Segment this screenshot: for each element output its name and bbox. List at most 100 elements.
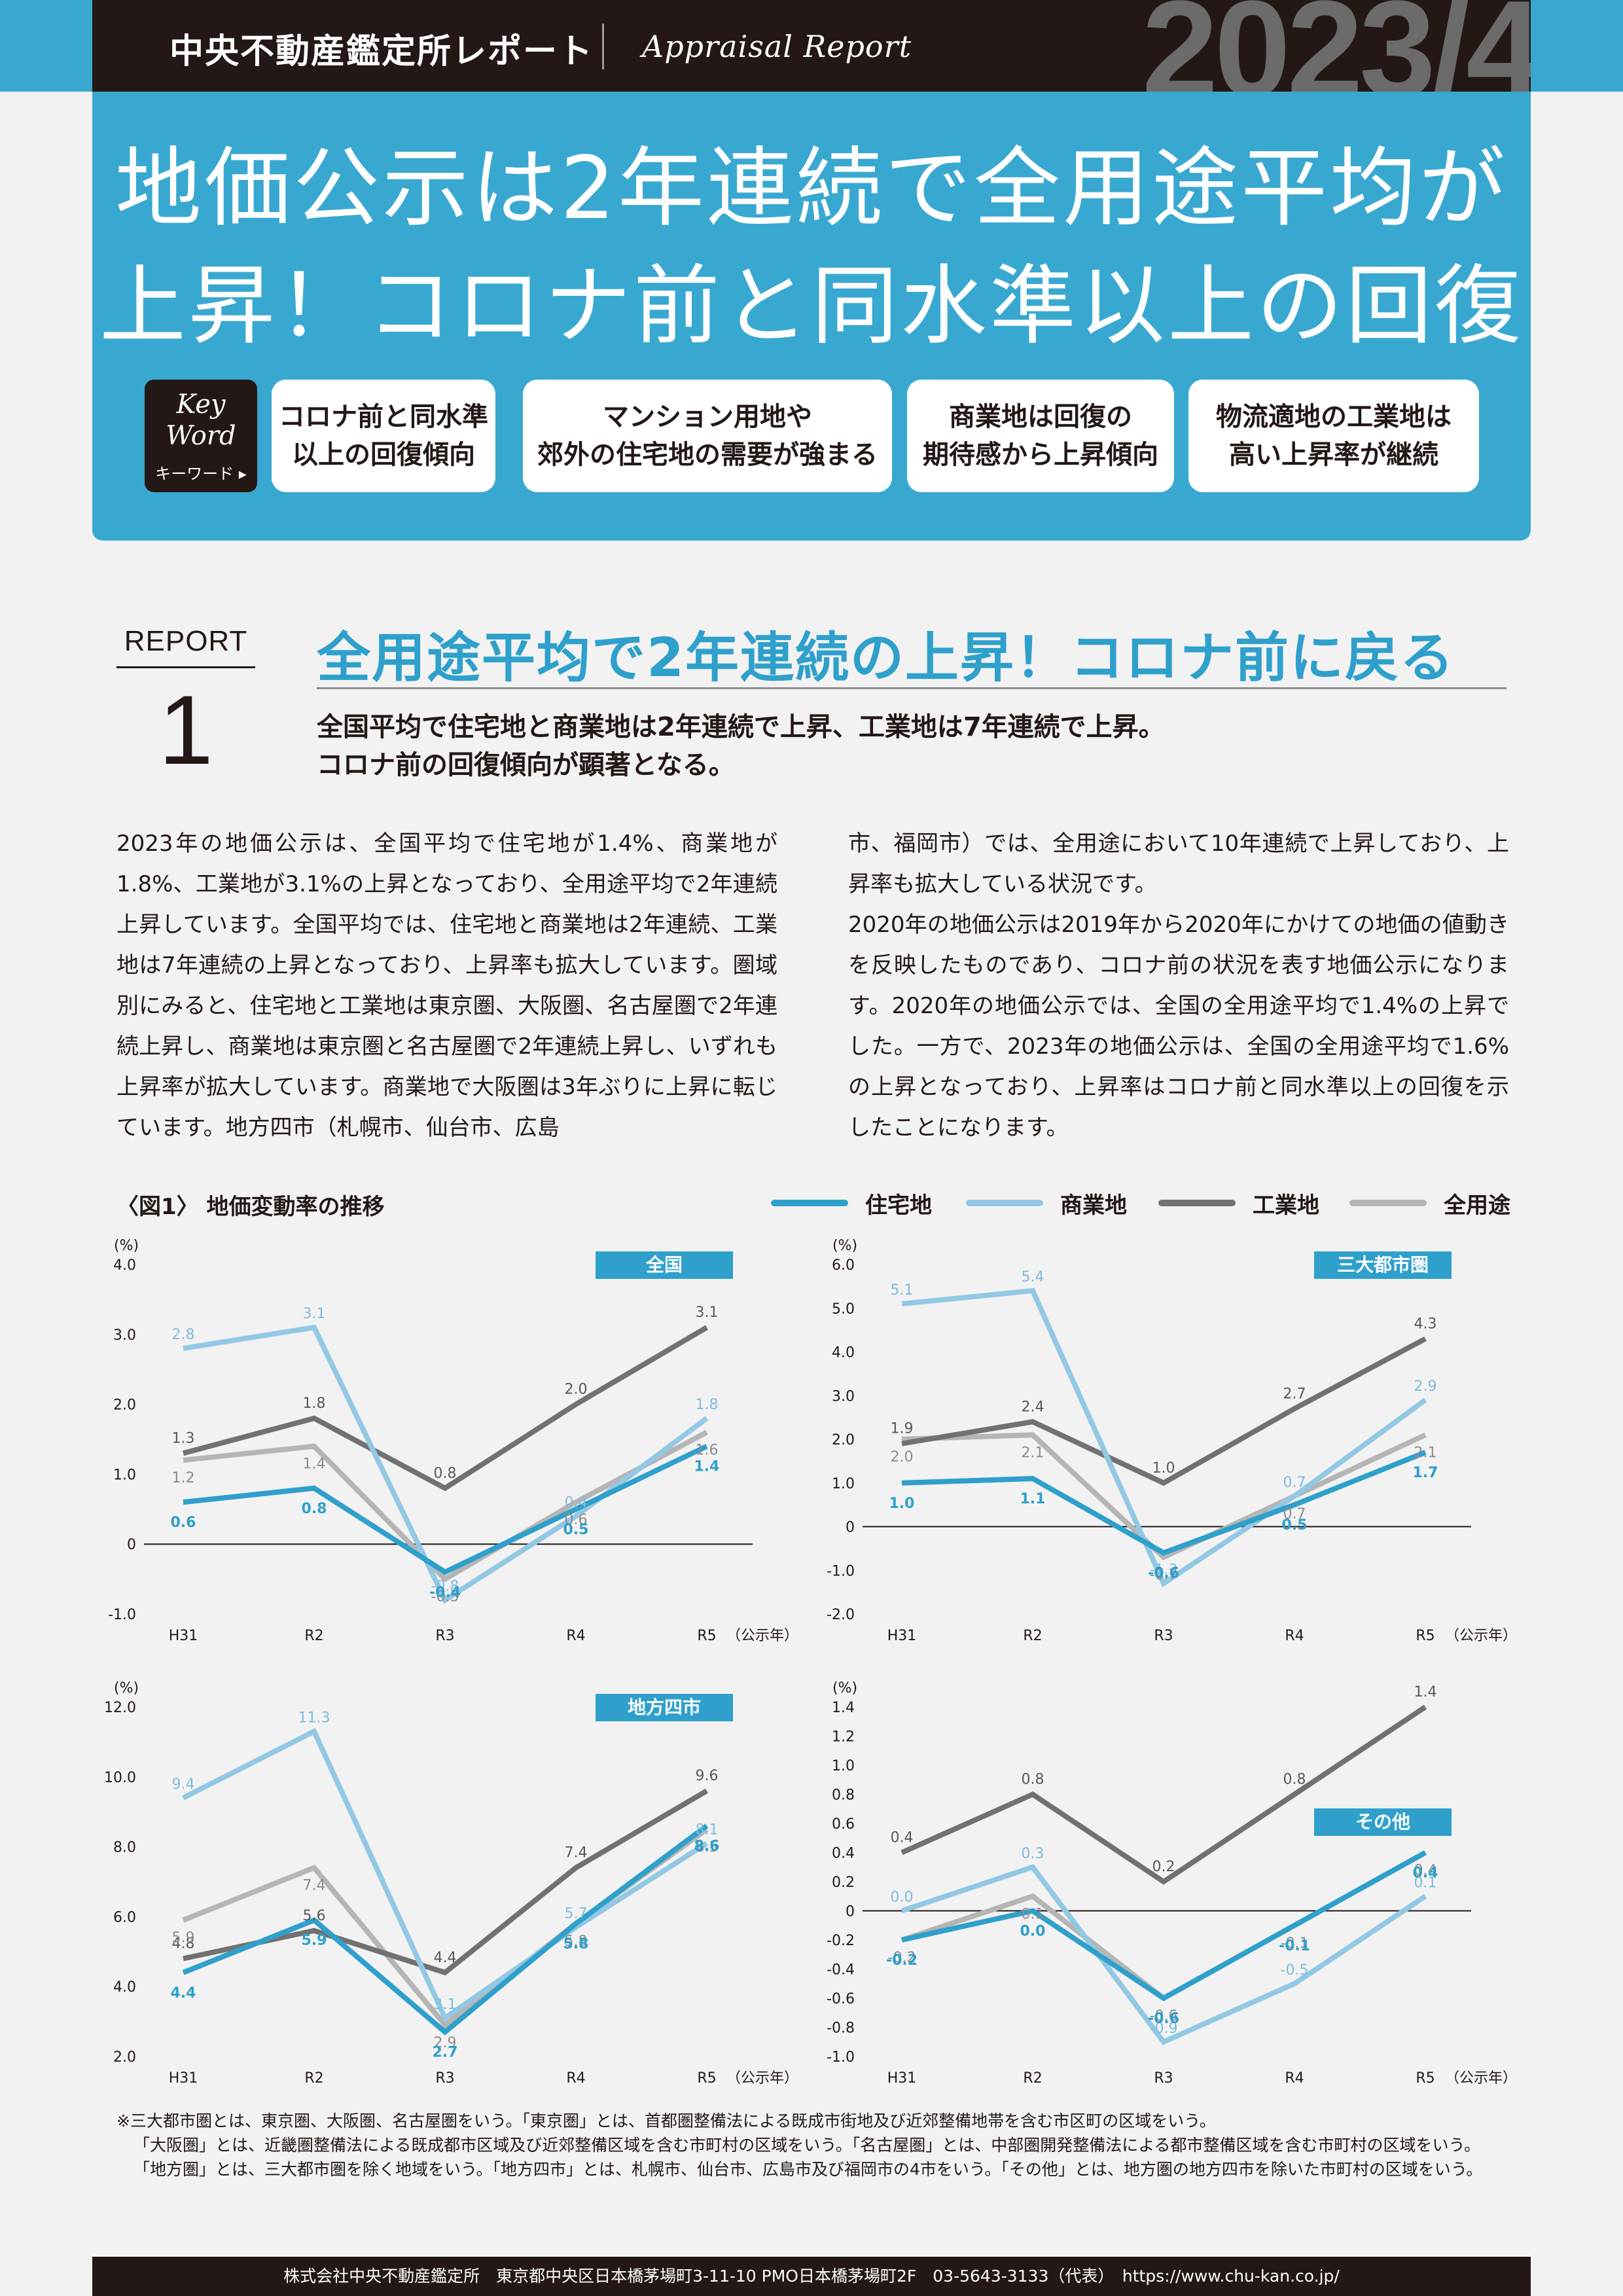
chart-title-tag [1314, 1251, 1452, 1279]
brand-divider [602, 24, 604, 69]
series-line-commercial [901, 1287, 1427, 1588]
figure-title: 〈図1〉 地価変動率の推移 [116, 1194, 385, 1220]
x-tick-label: R5 [1416, 1628, 1435, 1644]
data-label-housing: -0.4 [429, 1585, 461, 1601]
x-tick-label: H31 [169, 2070, 198, 2087]
footer: 株式会社中央不動産鑑定所 東京都中央区日本橋茅場町3-11-10 PMO日本橋茅… [92, 2257, 1531, 2296]
chart-four-regional-cities: (%) 12.0 10.0 8.0 6.0 4.0 2.0 H31 R2 R3 R4 R5 （公示年） 地… [98, 1673, 805, 2087]
x-tick-label: R4 [566, 2070, 585, 2087]
footnote-line-3: 「地方圏」とは、三大都市圏を除く地域をいう。「地方四市」とは、札幌市、仙台市、広… [134, 2160, 1483, 2179]
keyword-card-1: コロナ前と同水準 以上の回復傾向 [272, 380, 495, 492]
y-tick-label: -1.0 [827, 2049, 855, 2066]
data-label-all-uses: -0.7 [1150, 1567, 1178, 1583]
keyword-card-1-line-1: コロナ前と同水準 [279, 402, 488, 432]
data-label-all-uses: 1.2 [172, 1470, 195, 1486]
x-axis-label: （公示年） [1445, 1628, 1517, 1644]
data-label-commercial: -0.8 [431, 1579, 459, 1595]
data-label-housing: -0.2 [886, 1952, 918, 1969]
y-tick-label: 0.6 [832, 1816, 855, 1833]
keyword-badge: Key Word キーワード ▸ [145, 380, 257, 492]
x-tick-label: R3 [435, 2070, 454, 2087]
y-unit-label: (%) [832, 1238, 857, 1254]
body-text-right: 市、福岡市）では、全用途において10年連続で上昇しており、上昇率も拡大している状… [848, 831, 1509, 1141]
series-line-all-uses [182, 1827, 709, 2029]
report-label: REPORT [124, 625, 248, 657]
data-label-commercial: 2.8 [172, 1327, 195, 1343]
data-label-housing: 1.0 [889, 1496, 915, 1512]
series-line-housing [901, 1850, 1427, 2001]
data-label-commercial: 5.7 [565, 1905, 588, 1922]
keyword-card-2: マンション用地や 郊外の住宅地の需要が強まる [523, 380, 892, 492]
data-label-all-uses: 8.5 [696, 1839, 719, 1856]
data-label-all-uses: 0.1 [1022, 1906, 1044, 1922]
data-label-industrial: 0.2 [1152, 1859, 1175, 1875]
data-label-all-uses: 2.1 [1414, 1444, 1437, 1461]
y-unit-label: (%) [114, 1238, 139, 1254]
series-line-commercial [182, 1727, 709, 2022]
data-label-housing: -0.6 [1148, 2011, 1179, 2027]
data-label-commercial: -0.9 [1150, 2020, 1178, 2037]
y-tick-label: 4.0 [113, 1979, 136, 1996]
legend-item-industrial: 工業地 [1158, 1189, 1319, 1219]
data-label-all-uses: 0.6 [565, 1512, 588, 1528]
hero-title-line-2: 上昇！コロナ前と同水準以上の回復 [99, 256, 1524, 357]
data-label-commercial: 0.0 [891, 1890, 914, 1906]
legend-label: 工業地 [1253, 1192, 1319, 1219]
x-axis-label: （公示年） [726, 2070, 798, 2087]
y-tick-label: 3.0 [113, 1327, 136, 1344]
x-tick-label: R2 [1023, 1628, 1042, 1644]
keyword-badge-script: Key Word [145, 389, 257, 452]
keyword-card-3-line-1: 商業地は回復の [949, 402, 1132, 432]
chart-svg: (%)1.41.21.00.80.60.40.20-0.2-0.4-0.6-0.… [827, 1680, 1517, 2087]
data-label-all-uses: 2.1 [1022, 1444, 1044, 1461]
y-tick-label: 0 [127, 1537, 136, 1553]
series-line-industrial [901, 1704, 1427, 1885]
x-tick-label: R2 [304, 1628, 323, 1644]
chart-title: その他 [1355, 1811, 1410, 1833]
legend-label: 商業地 [1060, 1192, 1127, 1219]
y-tick-label: -0.6 [827, 1991, 855, 2007]
data-label-commercial: 3.1 [434, 1996, 457, 2013]
y-unit-label: (%) [832, 1680, 857, 1696]
data-label-all-uses: 7.4 [303, 1878, 326, 1894]
y-tick-label: 2.0 [113, 1397, 136, 1414]
data-label-industrial: 4.4 [434, 1950, 457, 1966]
chart-title-tag [1314, 1808, 1452, 1836]
legend-item-all-uses: 全用途 [1349, 1189, 1510, 1219]
x-tick-label: R2 [304, 2070, 323, 2087]
data-label-all-uses: 2.0 [891, 1449, 914, 1465]
data-label-industrial: 0.4 [891, 1830, 914, 1846]
data-label-commercial: 3.1 [303, 1306, 326, 1322]
data-label-housing: 0.4 [1413, 1865, 1438, 1882]
keyword-card-3-line-2: 期待感から上昇傾向 [923, 440, 1158, 470]
data-label-industrial: 2.0 [565, 1382, 588, 1398]
x-tick-label: R3 [1154, 1628, 1173, 1644]
data-label-housing: 4.4 [171, 1985, 196, 2001]
data-label-commercial: 11.3 [298, 1710, 330, 1726]
data-label-industrial: 0.8 [434, 1465, 457, 1482]
data-label-all-uses: 0.4 [1414, 1863, 1437, 1879]
y-tick-label: 4.0 [113, 1257, 136, 1274]
y-tick-label: 1.0 [832, 1758, 855, 1774]
top-bar: 中央不動産鑑定所レポート Appraisal Report 2023/4 [92, 0, 1543, 118]
data-label-housing: 5.8 [563, 1936, 589, 1952]
data-label-industrial: 9.6 [696, 1768, 719, 1784]
chart-title-tag [596, 1694, 733, 1721]
series-line-all-uses [901, 1432, 1427, 1560]
data-label-housing: 5.9 [302, 1933, 327, 1949]
series-line-all-uses [183, 1429, 708, 1583]
data-label-industrial: 5.6 [303, 1908, 326, 1924]
data-label-housing: 2.7 [433, 2045, 458, 2061]
y-tick-label: 0.2 [832, 1874, 855, 1891]
data-label-all-uses: 1.4 [303, 1456, 326, 1473]
data-label-commercial: 8.1 [696, 1821, 719, 1838]
data-label-housing: 0.0 [1020, 1924, 1046, 1940]
keyword-card-4-line-2: 高い上昇率が継続 [1229, 440, 1438, 470]
hero-title-line-1: 地価公示は2年連続で全用途平均が [115, 138, 1508, 239]
header-left-stripe [0, 0, 92, 92]
y-tick-label: 4.0 [832, 1345, 855, 1361]
series-line-housing [182, 1823, 709, 2036]
x-tick-label: R4 [1285, 1628, 1304, 1644]
y-tick-label: 1.0 [113, 1467, 136, 1483]
brand-name: 中央不動産鑑定所レポート [169, 32, 594, 71]
